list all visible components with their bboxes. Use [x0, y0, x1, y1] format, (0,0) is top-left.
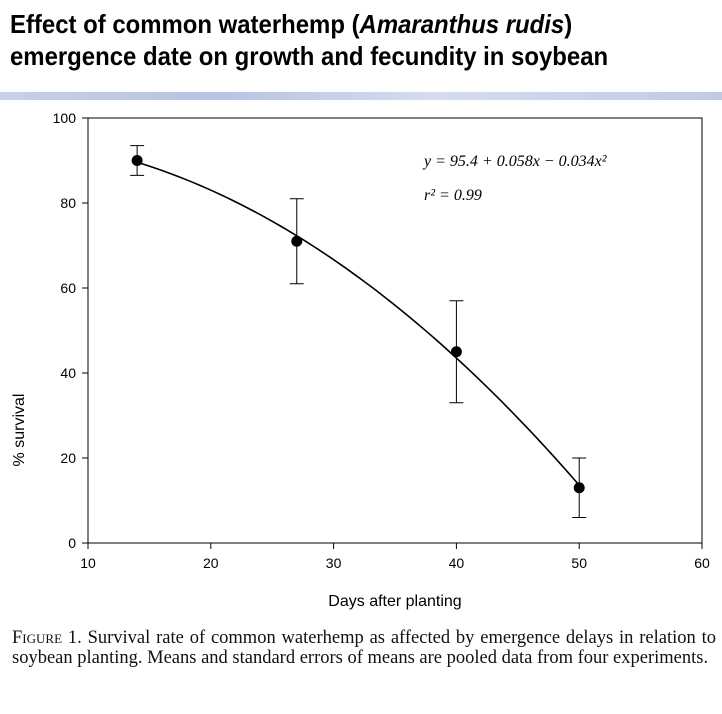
x-tick-label: 20	[203, 555, 219, 571]
x-tick-label: 10	[80, 555, 96, 571]
chart-axes: 10 20 30 40 50 60 0 20 40 60 80 100	[53, 110, 710, 571]
caption-text: Survival rate of common waterhemp as aff…	[12, 628, 716, 668]
survival-chart: 10 20 30 40 50 60 0 20 40 60 80 100 Days after plan…	[11, 110, 710, 610]
y-tick-label: 60	[60, 280, 76, 296]
decorative-band	[0, 92, 722, 100]
caption-label: Figure 1.	[12, 628, 82, 648]
x-tick-label: 30	[326, 555, 342, 571]
y-axis-label: % survival	[11, 394, 28, 467]
y-tick-label: 80	[60, 195, 76, 211]
figure-caption: Figure 1. Survival rate of common waterh…	[12, 628, 716, 668]
x-tick-label: 50	[571, 555, 587, 571]
fit-curve	[136, 161, 580, 486]
data-point	[573, 482, 585, 494]
data-point	[131, 155, 143, 166]
title-line-2: emergence date on growth and fecundity i…	[10, 41, 609, 71]
r-squared-annotation: r² = 0.99	[424, 187, 482, 204]
x-axis-label: Days after planting	[328, 593, 461, 610]
y-tick-label: 40	[60, 365, 76, 381]
data-point	[291, 235, 303, 247]
data-point	[450, 346, 462, 358]
title-line-1: Effect of common waterhemp (Amaranthus r…	[10, 9, 573, 39]
y-tick-label: 20	[60, 450, 76, 466]
equation-annotation: y = 95.4 + 0.058x − 0.034x²	[422, 153, 608, 170]
y-tick-label: 0	[68, 535, 76, 551]
y-tick-label: 100	[53, 110, 77, 126]
plot-frame	[87, 117, 703, 544]
page-title: Effect of common waterhemp (Amaranthus r…	[10, 8, 660, 72]
x-tick-label: 60	[694, 555, 710, 571]
chart-marks	[130, 145, 587, 518]
x-tick-label: 40	[449, 555, 465, 571]
